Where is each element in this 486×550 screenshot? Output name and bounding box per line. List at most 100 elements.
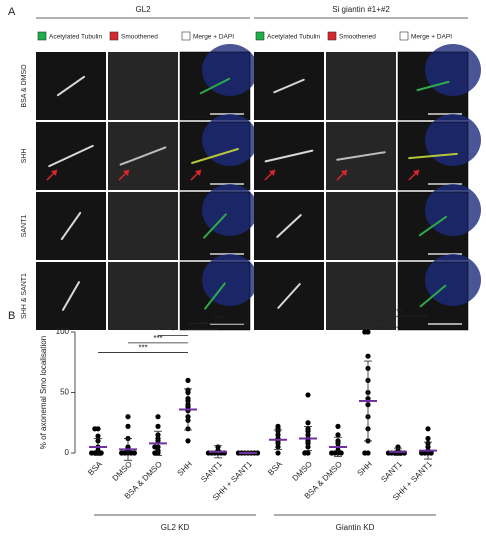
data-point	[305, 392, 311, 398]
data-point	[155, 414, 161, 420]
data-point	[425, 435, 431, 442]
data-point	[125, 414, 131, 420]
cilium	[60, 211, 82, 241]
channel-label: Smoothened	[339, 34, 376, 41]
cilium	[199, 77, 231, 95]
significance-label: ***	[198, 321, 207, 330]
legend-swatch	[399, 31, 409, 41]
y-axis-label: % of axonemal Smo localisation	[39, 336, 48, 449]
significance-label: ***	[378, 318, 387, 327]
micrograph-edge	[397, 121, 469, 191]
arrow-head	[413, 170, 419, 176]
cilium	[204, 282, 226, 310]
x-tick-label: SANT1	[379, 459, 404, 484]
x-tick-label: DMSO	[291, 460, 314, 483]
cilium	[408, 152, 458, 160]
significance-label: ***	[138, 344, 147, 353]
x-tick-label: SHH	[176, 459, 194, 477]
arrow-head	[195, 170, 201, 176]
data-point	[155, 423, 161, 429]
data-point	[131, 450, 137, 456]
y-tick-label: 100	[56, 327, 70, 336]
cilium	[191, 147, 239, 165]
micrograph-edge	[397, 51, 469, 121]
nucleus	[202, 44, 258, 96]
cilium	[273, 78, 305, 94]
micrograph	[326, 192, 396, 260]
data-point	[419, 450, 425, 456]
micrograph	[108, 52, 178, 120]
row-label: SANT1	[21, 215, 28, 238]
channel-label: Acetylated Tubulin	[49, 34, 103, 41]
legend-swatch	[181, 31, 191, 41]
cilium	[264, 149, 314, 163]
data-point	[335, 423, 341, 429]
x-tick-label: BSA	[86, 459, 104, 477]
data-point	[329, 450, 335, 456]
cilium	[119, 146, 167, 166]
micrograph-edge	[179, 261, 251, 331]
x-tick-label: DMSO	[111, 460, 134, 483]
micrograph	[108, 192, 178, 260]
nucleus	[202, 184, 258, 236]
data-point	[235, 450, 241, 456]
channel-label: Smoothened	[121, 34, 158, 41]
data-point	[89, 450, 95, 456]
cilium	[62, 281, 80, 311]
channel-label: Merge + DAPI	[411, 34, 452, 41]
micrograph	[326, 262, 396, 330]
micrograph	[108, 262, 178, 330]
group-label: GL2 KD	[161, 523, 190, 532]
nucleus	[202, 254, 258, 306]
micrograph-edge	[397, 261, 469, 331]
group-title: GL2	[135, 5, 151, 14]
data-point	[275, 423, 281, 429]
cilium	[418, 215, 448, 237]
significance-label: *	[171, 327, 174, 336]
cilium	[48, 144, 94, 168]
significance-label: ***	[393, 307, 402, 316]
nucleus	[202, 114, 258, 166]
data-point	[305, 420, 311, 426]
cilium	[56, 75, 86, 97]
cilium	[276, 214, 302, 238]
data-point	[335, 432, 341, 438]
significance-label: ***	[153, 334, 162, 343]
x-tick-label: SANT1	[199, 459, 224, 484]
channel-label: Acetylated Tubulin	[267, 34, 321, 41]
panel-label: B	[8, 310, 15, 322]
y-tick-label: 50	[60, 388, 69, 397]
data-point	[255, 450, 261, 456]
channel-label: Merge + DAPI	[193, 34, 234, 41]
micrograph-edge	[397, 191, 469, 261]
cilium	[277, 283, 301, 309]
row-label: SHH	[21, 149, 28, 164]
row-label: BSA & DMSO	[21, 64, 28, 108]
data-point	[185, 377, 191, 383]
nucleus	[425, 254, 481, 306]
data-point	[365, 353, 371, 359]
legend-swatch	[327, 31, 337, 41]
group-label: Giantin KD	[336, 523, 375, 532]
data-point	[185, 438, 191, 444]
legend-swatch	[255, 31, 265, 41]
cilium	[416, 80, 450, 92]
arrow-head	[341, 170, 347, 176]
panel-label: A	[8, 6, 16, 18]
row-label: SHH & SANT1	[21, 273, 28, 319]
data-point	[302, 450, 308, 456]
significance-label: **	[350, 300, 356, 309]
significance-label: ***	[213, 315, 222, 324]
cilium	[203, 213, 227, 239]
x-tick-label: BSA	[266, 459, 284, 477]
arrow-head	[269, 170, 275, 176]
data-point	[362, 450, 368, 456]
cilium	[336, 151, 386, 161]
nucleus	[425, 44, 481, 96]
data-point	[275, 450, 281, 456]
y-tick-label: 0	[65, 448, 70, 457]
arrow-head	[123, 170, 129, 176]
group-title: Si giantin #1+#2	[332, 5, 390, 14]
data-point	[362, 329, 368, 335]
